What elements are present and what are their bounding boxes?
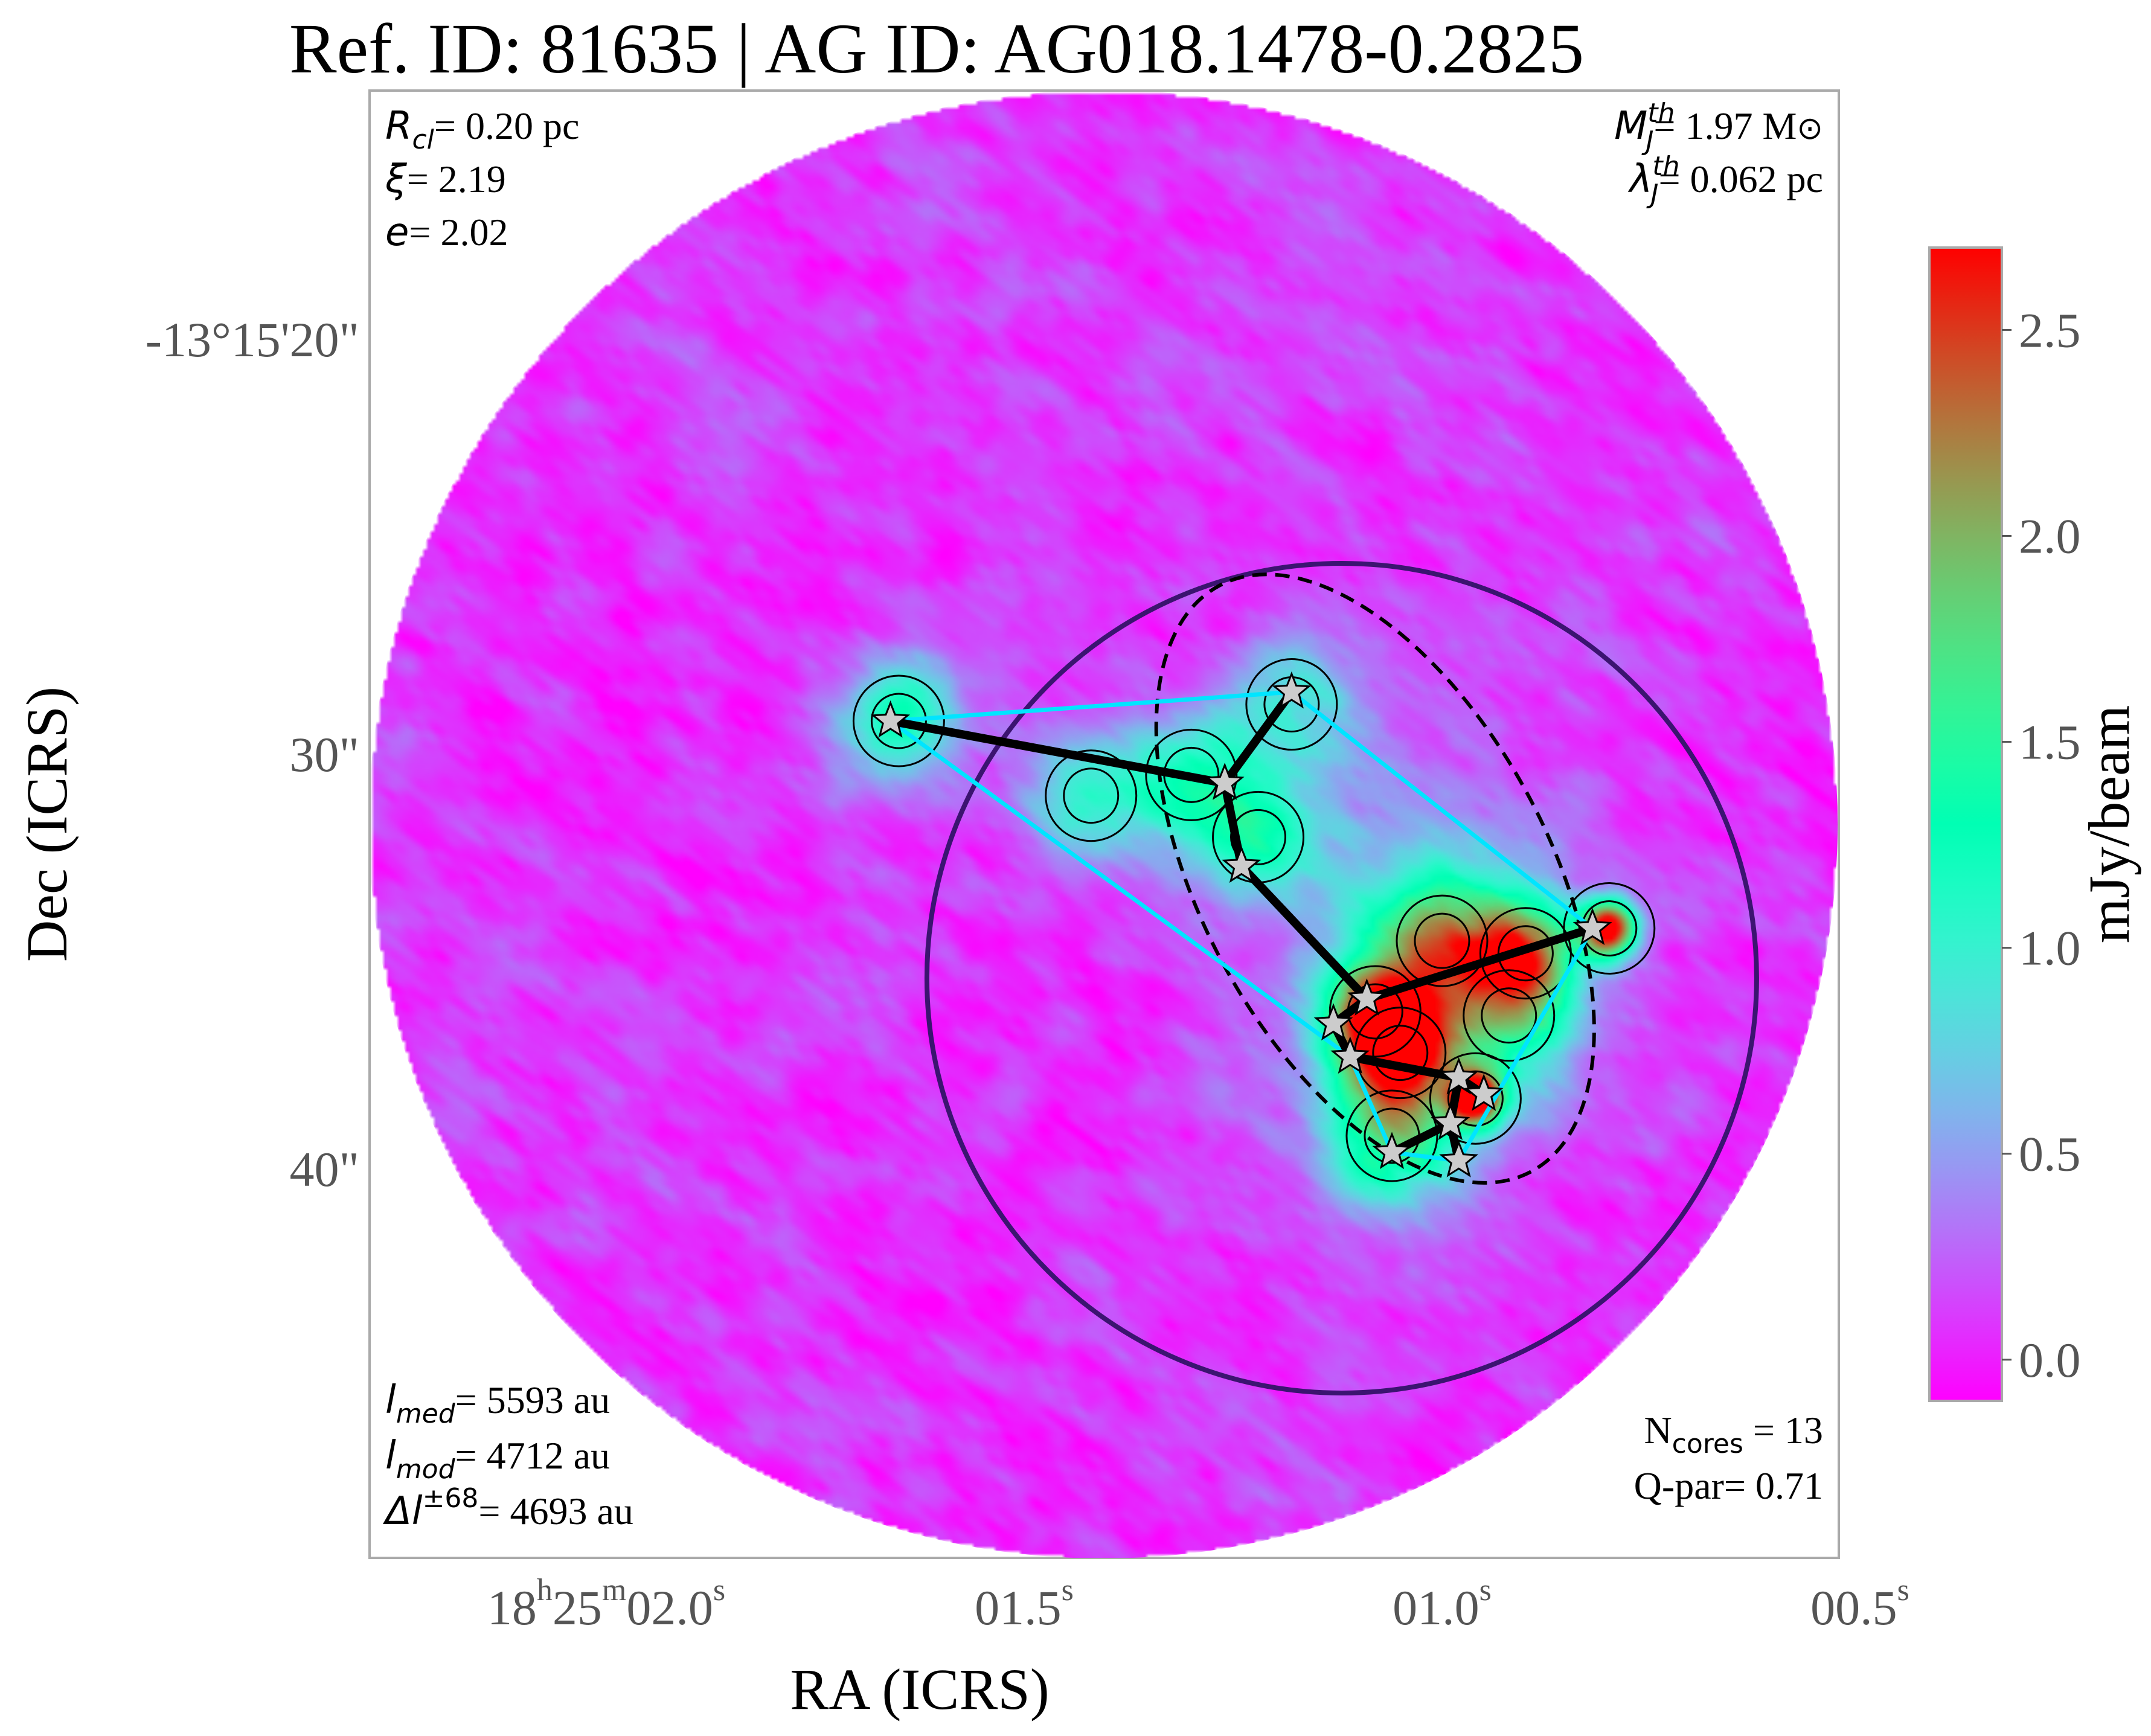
contour (1045, 749, 1138, 842)
contour (1481, 987, 1537, 1044)
annotation-line: ξ= 2.19 (385, 157, 506, 202)
x-axis-label: RA (ICRS) (790, 1657, 1049, 1722)
colorbar-ticks: 0.0 0.5 1.0 1.5 2.0 2.5 (2002, 303, 2081, 1388)
colorbar-label: mJy/beam (2077, 705, 2141, 944)
core-marker (1330, 1036, 1370, 1074)
y-tick-label: 30" (290, 727, 359, 782)
annotation-line: Δl±68= 4693 au (382, 1483, 633, 1534)
x-tick-label: 01.5s (975, 1573, 1074, 1635)
core-marker (1464, 1074, 1504, 1111)
chart-title: Ref. ID: 81635 | AG ID: AG018.1478-0.282… (289, 9, 1584, 88)
contour (1372, 1025, 1429, 1081)
core-marker (1347, 978, 1386, 1016)
core-marker (1372, 1132, 1412, 1170)
core-marker (1431, 1103, 1470, 1141)
mst-edge (886, 717, 1229, 788)
plot-area: Rcl= 0.20 pcξ= 2.19 e= 2.02 Mth J= 1.97 M⊙λ… (368, 89, 1840, 1559)
contour (1329, 965, 1422, 1058)
annotation-line: lmod= 4712 au (385, 1433, 610, 1485)
colorbar-tick-label: 0.0 (2019, 1333, 2081, 1388)
overlays (852, 560, 1759, 1395)
colorbar-tick-label: 1.5 (2019, 715, 2081, 770)
colorbar-tick-label: 2.5 (2019, 303, 2081, 357)
x-tick-label: 18h25m02.0s (487, 1573, 725, 1635)
intensity-map (370, 91, 1838, 1558)
mst-edge (1345, 1052, 1463, 1082)
contour (1414, 912, 1470, 969)
core-marker (871, 700, 910, 738)
x-tick-label: 01.0s (1393, 1573, 1492, 1635)
annotation-line: Ncores = 13 (1644, 1409, 1823, 1459)
annotation-line: lmed= 5593 au (385, 1378, 610, 1429)
core-marker (1313, 1003, 1353, 1041)
intensity-image (370, 91, 1838, 1558)
contour (1479, 907, 1572, 1000)
colorbar: 0.0 0.5 1.0 1.5 2.0 2.5 mJy/beam (1928, 246, 2141, 1402)
core-marker (1439, 1140, 1479, 1177)
contour (1230, 809, 1287, 865)
contour (1497, 925, 1554, 982)
contour (1429, 1052, 1522, 1145)
contour (1063, 767, 1120, 824)
contour (1145, 728, 1238, 821)
annotation-line: Rcl= 0.20 pc (385, 104, 579, 155)
core-marker (1439, 1057, 1479, 1095)
mst-edge (1237, 862, 1371, 1004)
core-marker (1205, 762, 1245, 800)
annotations: Rcl= 0.20 pcξ= 2.19 e= 2.02 Mth J= 1.97 M⊙λ… (382, 98, 1823, 1534)
contour (870, 693, 927, 749)
core-marker (1572, 908, 1612, 946)
fit-ellipse (1154, 572, 1596, 1185)
core-marker (1222, 845, 1261, 883)
cluster-circle (924, 560, 1759, 1395)
annotation-line: Mth J= 1.97 M⊙ (1614, 98, 1823, 156)
mst-edge (1220, 779, 1246, 871)
colorbar-tick-label: 1.0 (2019, 921, 2081, 976)
contour (1463, 969, 1556, 1062)
contour (852, 674, 945, 767)
y-axis-label: Dec (ICRS) (14, 687, 79, 962)
y-tick-label: 40" (290, 1142, 359, 1197)
annotation-line: e= 2.02 (385, 210, 508, 255)
x-tick-label: 00.5s (1810, 1573, 1909, 1635)
mst-edge (1362, 924, 1597, 1004)
annotation-line: λth J= 0.062 pc (1628, 151, 1824, 210)
contour (1345, 1089, 1438, 1182)
contour (1396, 894, 1489, 987)
y-ticks: -13°15'20" 30" 40" (146, 312, 359, 1197)
colorbar-tick-label: 2.0 (2019, 509, 2081, 564)
colorbar-tick-label: 0.5 (2019, 1127, 2081, 1182)
core-marker (1272, 671, 1312, 709)
contour (1245, 658, 1338, 751)
annotation-line: Q-par= 0.71 (1634, 1464, 1823, 1507)
y-tick-label: -13°15'20" (146, 312, 359, 367)
colorbar-gradient (1928, 246, 2003, 1402)
